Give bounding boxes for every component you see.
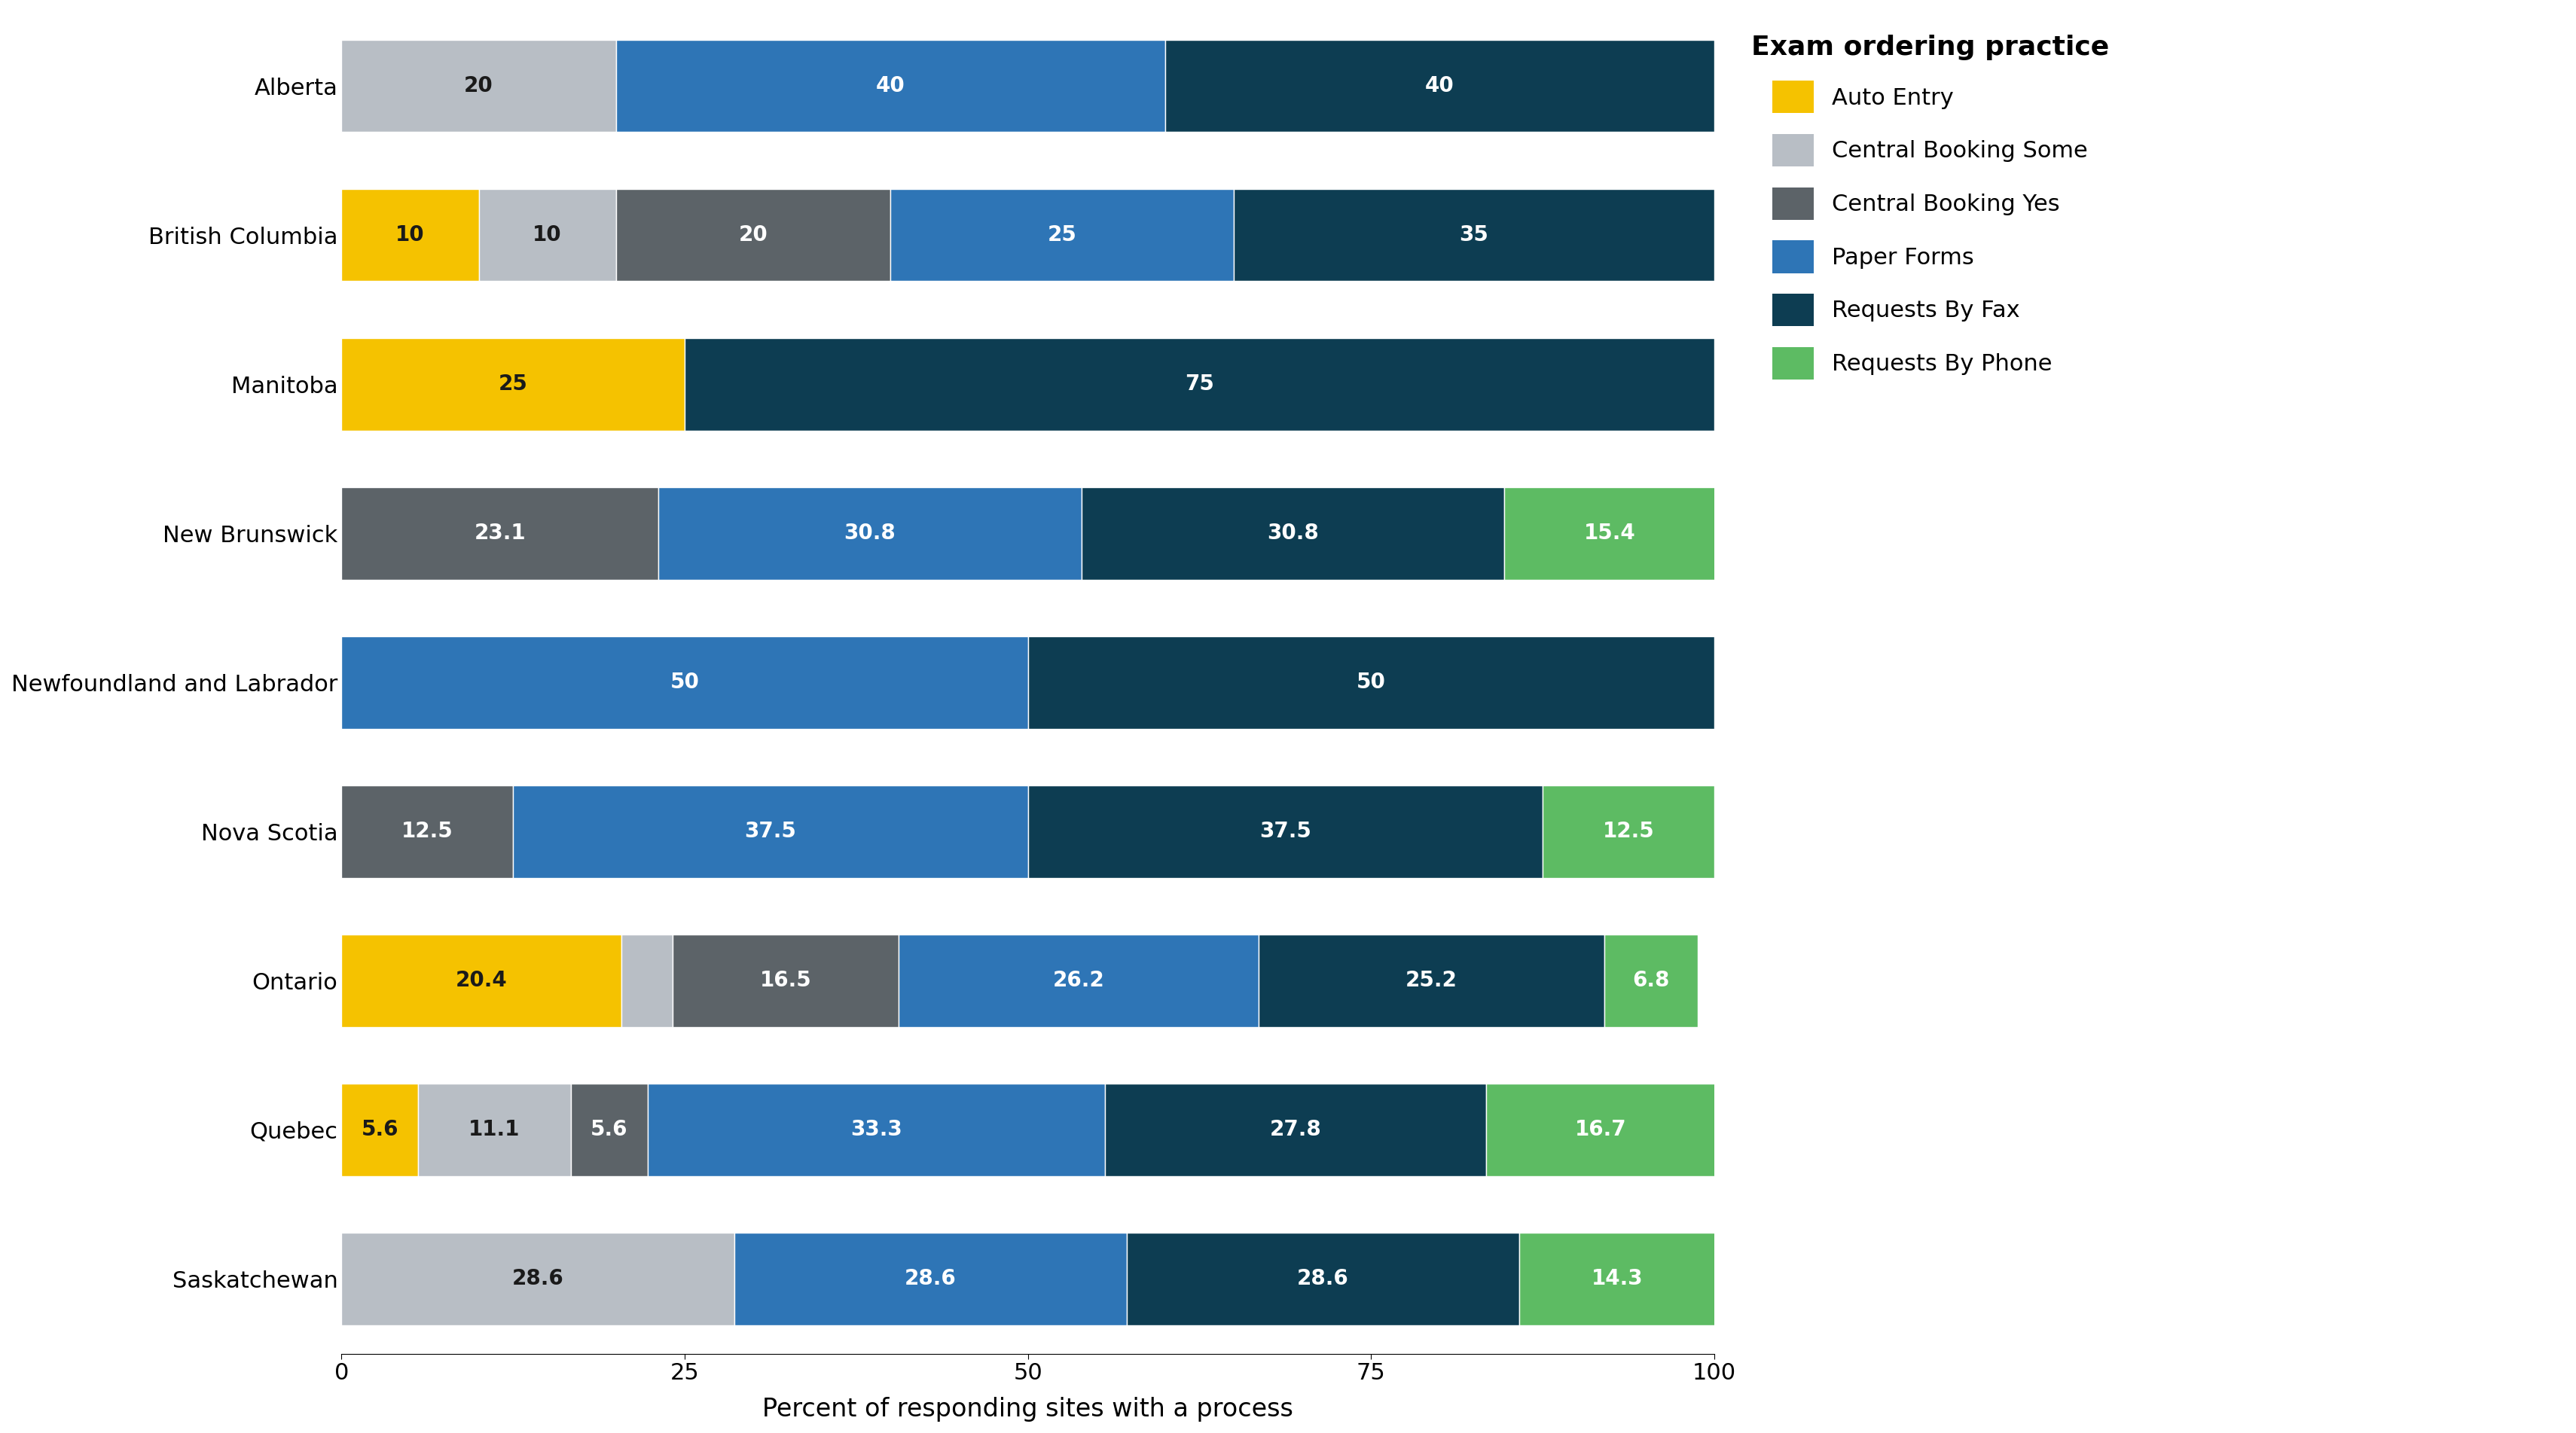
Bar (343, 785, 513, 878)
Bar (1605, 934, 1698, 1027)
Bar (513, 785, 1028, 878)
Text: 50: 50 (1358, 672, 1386, 694)
Bar (1520, 1232, 1716, 1326)
Bar (343, 338, 685, 430)
Bar (1543, 785, 1716, 878)
Text: 12.5: 12.5 (402, 821, 453, 843)
Text: 16.5: 16.5 (760, 970, 811, 992)
Bar (1126, 1232, 1520, 1326)
Text: 10: 10 (397, 225, 425, 245)
Bar (616, 40, 1164, 132)
Bar (1504, 487, 1716, 579)
Text: 6.8: 6.8 (1633, 970, 1669, 992)
Bar (647, 1083, 1105, 1176)
Bar (659, 487, 1082, 579)
Text: 50: 50 (670, 672, 698, 694)
Bar (343, 40, 616, 132)
Text: 23.1: 23.1 (474, 523, 526, 545)
Bar (1260, 934, 1605, 1027)
Text: 30.8: 30.8 (1267, 523, 1319, 545)
Bar (417, 1083, 572, 1176)
Text: 15.4: 15.4 (1584, 523, 1636, 545)
Text: 28.6: 28.6 (904, 1268, 956, 1290)
Text: 26.2: 26.2 (1054, 970, 1105, 992)
Bar (891, 189, 1234, 281)
Bar (1028, 636, 1716, 728)
Bar (343, 1232, 734, 1326)
Text: 20: 20 (739, 225, 768, 245)
Bar (343, 1083, 417, 1176)
Bar (343, 189, 479, 281)
Bar (343, 934, 621, 1027)
Bar (1105, 1083, 1486, 1176)
Bar (1028, 785, 1543, 878)
Bar (343, 636, 1028, 728)
Text: 33.3: 33.3 (850, 1119, 902, 1141)
Text: 40: 40 (876, 76, 904, 96)
Text: 28.6: 28.6 (513, 1268, 564, 1290)
Text: 28.6: 28.6 (1298, 1268, 1350, 1290)
Bar (621, 934, 672, 1027)
Bar (899, 934, 1260, 1027)
Text: 5.6: 5.6 (361, 1119, 399, 1141)
Bar (1234, 189, 1716, 281)
Bar (1082, 487, 1504, 579)
Text: 75: 75 (1185, 374, 1213, 394)
Text: 37.5: 37.5 (744, 821, 796, 843)
Text: 35: 35 (1461, 225, 1489, 245)
Legend: Auto Entry, Central Booking Some, Central Booking Yes, Paper Forms, Requests By : Auto Entry, Central Booking Some, Centra… (1739, 23, 2120, 391)
Bar (616, 189, 891, 281)
Text: 10: 10 (533, 225, 562, 245)
Text: 14.3: 14.3 (1592, 1268, 1643, 1290)
Text: 16.7: 16.7 (1574, 1119, 1628, 1141)
Text: 25.2: 25.2 (1406, 970, 1458, 992)
X-axis label: Percent of responding sites with a process: Percent of responding sites with a proce… (762, 1397, 1293, 1422)
Text: 40: 40 (1425, 76, 1455, 96)
Text: 27.8: 27.8 (1270, 1119, 1321, 1141)
Text: 20.4: 20.4 (456, 970, 507, 992)
Bar (343, 487, 659, 579)
Text: 12.5: 12.5 (1602, 821, 1654, 843)
Bar (572, 1083, 647, 1176)
Text: 30.8: 30.8 (845, 523, 896, 545)
Text: 25: 25 (497, 374, 528, 394)
Bar (672, 934, 899, 1027)
Bar (734, 1232, 1126, 1326)
Bar (479, 189, 616, 281)
Bar (1486, 1083, 1716, 1176)
Text: 11.1: 11.1 (469, 1119, 520, 1141)
Bar (685, 338, 1716, 430)
Text: 5.6: 5.6 (590, 1119, 629, 1141)
Text: 20: 20 (464, 76, 492, 96)
Text: 25: 25 (1048, 225, 1077, 245)
Text: 37.5: 37.5 (1260, 821, 1311, 843)
Bar (1164, 40, 1716, 132)
